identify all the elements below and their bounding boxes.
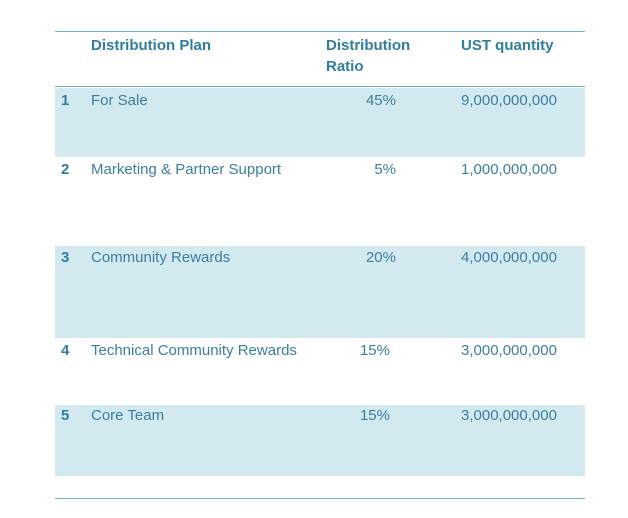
header-ratio-line2: Ratio — [326, 58, 364, 75]
header-distribution-plan: Distribution Plan — [91, 37, 211, 54]
row-quantity: 3,000,000,000 — [461, 342, 557, 359]
row-quantity: 1,000,000,000 — [461, 161, 557, 178]
table-row: 2 Marketing & Partner Support 5% 1,000,0… — [55, 157, 585, 246]
row-index: 3 — [61, 249, 70, 266]
row-index: 1 — [61, 92, 70, 109]
row-ratio: 15% — [359, 407, 390, 424]
table-top-rule — [55, 31, 585, 32]
header-ratio-line1: Distribution — [326, 37, 411, 54]
row-plan: Marketing & Partner Support — [91, 161, 282, 178]
row-quantity: 4,000,000,000 — [461, 249, 557, 266]
row-index: 4 — [61, 342, 70, 359]
row-ratio: 15% — [359, 342, 390, 359]
row-ratio: 20% — [365, 249, 396, 266]
header-bottom-rule — [55, 86, 585, 87]
row-quantity: 3,000,000,000 — [461, 407, 557, 424]
row-plan: Community Rewards — [91, 249, 231, 266]
row-index: 5 — [61, 407, 70, 424]
table-row: 4 Technical Community Rewards 15% 3,000,… — [55, 338, 585, 405]
table-bottom-rule — [55, 498, 585, 499]
table-row: 1 For Sale 45% 9,000,000,000 — [55, 88, 585, 157]
row-plan: For Sale — [91, 92, 148, 109]
header-distribution-ratio: Distribution Ratio — [326, 35, 410, 77]
row-plan: Technical Community Rewards — [91, 342, 297, 359]
row-index: 2 — [61, 161, 70, 178]
row-ratio: 5% — [374, 161, 396, 178]
row-quantity: 9,000,000,000 — [461, 92, 557, 109]
row-plan: Core Team — [91, 407, 165, 424]
table-header-row: Distribution Plan Distribution Ratio UST… — [55, 35, 585, 85]
header-ust-quantity: UST quantity — [461, 37, 554, 54]
table-row: 3 Community Rewards 20% 4,000,000,000 — [55, 246, 585, 338]
row-ratio: 45% — [365, 92, 396, 109]
table-row: 5 Core Team 15% 3,000,000,000 — [55, 405, 585, 476]
